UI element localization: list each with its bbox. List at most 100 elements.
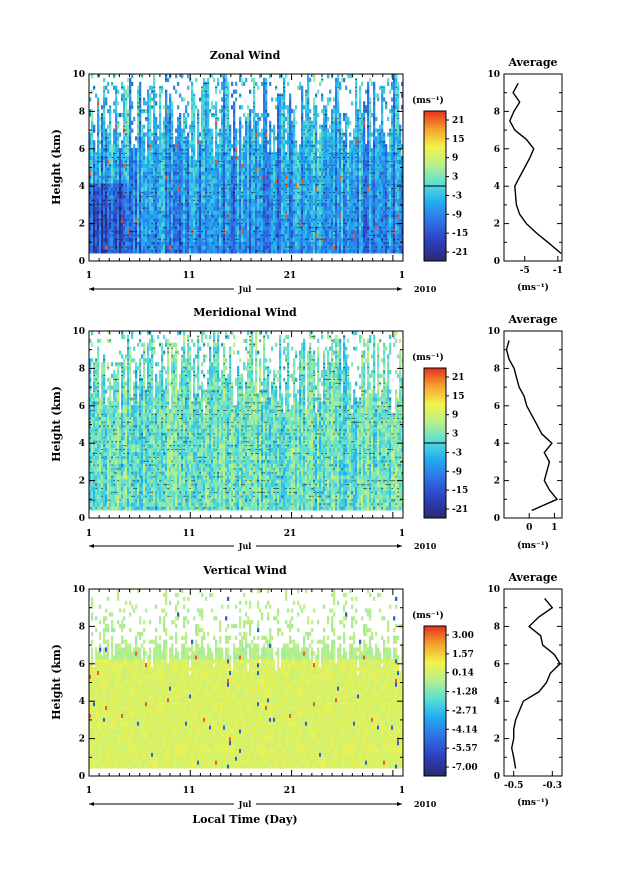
heatmap-cell <box>205 113 207 117</box>
heatmap-cell <box>183 175 185 179</box>
heatmap-cell <box>295 171 297 175</box>
heatmap-cell <box>167 179 169 183</box>
contour-dot <box>256 157 257 158</box>
heatmap-cell <box>125 218 127 222</box>
heatmap-cell <box>119 183 121 187</box>
heatmap-cell <box>157 210 159 214</box>
heatmap-cell <box>207 90 209 94</box>
heatmap-cell <box>199 140 201 144</box>
heatmap-cell <box>107 144 109 148</box>
heatmap-cell <box>163 187 165 191</box>
heatmap-cell <box>281 148 283 152</box>
contour-dot <box>108 250 109 251</box>
contour-dot <box>200 212 201 213</box>
heatmap-cell <box>157 249 159 253</box>
contour-dot <box>270 153 271 154</box>
contour-dot <box>204 83 205 84</box>
heatmap-cell <box>191 125 193 129</box>
heatmap-cell <box>149 249 151 253</box>
heatmap-cell <box>147 101 149 105</box>
heatmap-cell <box>103 168 105 172</box>
heatmap-cell <box>285 164 287 168</box>
heatmap-cell <box>263 152 265 156</box>
heatmap-cell <box>295 156 297 160</box>
heatmap-cell <box>139 140 141 144</box>
heatmap-cell <box>185 249 187 253</box>
heatmap-cell <box>293 203 295 207</box>
heatmap-cell <box>231 242 233 246</box>
contour-dot <box>228 223 229 224</box>
heatmap-cell <box>227 90 229 94</box>
contour-dot <box>150 149 151 150</box>
contour-dot <box>314 126 315 127</box>
heatmap-cell <box>131 82 133 86</box>
heatmap-cell <box>129 117 131 121</box>
heatmap-cell <box>121 160 123 164</box>
heatmap-cell <box>311 175 313 179</box>
heatmap-cell <box>161 156 163 160</box>
heatmap-cell <box>193 218 195 222</box>
heatmap-cell <box>133 249 135 253</box>
heatmap-cell <box>147 140 149 144</box>
heatmap-cell <box>287 132 289 136</box>
heatmap-cell <box>203 78 205 82</box>
contour-dot <box>176 250 177 251</box>
heatmap-cell <box>215 156 217 160</box>
contour-dot <box>250 215 251 216</box>
heatmap-cell <box>201 175 203 179</box>
heatmap-cell <box>189 214 191 218</box>
heatmap-cell <box>247 148 249 152</box>
heatmap-cell <box>269 136 271 140</box>
heatmap-cell <box>235 195 237 199</box>
heatmap-cell <box>287 129 289 133</box>
heatmap-cell <box>269 168 271 172</box>
heatmap-cell <box>175 171 177 175</box>
heatmap-cell <box>301 245 303 249</box>
contour-dot <box>228 145 229 146</box>
heatmap-cell <box>145 249 147 253</box>
heatmap-cell <box>99 164 101 168</box>
heatmap-cell <box>215 191 217 195</box>
heatmap-cell <box>119 164 121 168</box>
heatmap-cell <box>203 234 205 238</box>
heatmap-cell <box>223 168 225 172</box>
heatmap-cell <box>313 199 315 203</box>
heatmap-cell <box>199 230 201 234</box>
heatmap-cell <box>101 214 103 218</box>
heatmap-cell <box>279 97 281 101</box>
contour-dot <box>104 106 105 107</box>
heatmap-cell <box>101 187 103 191</box>
heatmap-cell <box>283 210 285 214</box>
contour-dot <box>134 188 135 189</box>
heatmap-cell <box>97 175 99 179</box>
heatmap-cell <box>127 140 129 144</box>
contour-dot <box>158 243 159 244</box>
heatmap-cell <box>277 148 279 152</box>
heatmap-cell <box>257 206 259 210</box>
heatmap-cell <box>129 113 131 117</box>
heatmap-cell <box>171 105 173 109</box>
heatmap-cell <box>183 183 185 187</box>
heatmap-cell <box>315 218 317 222</box>
heatmap-cell <box>205 199 207 203</box>
heatmap-cell <box>301 109 303 113</box>
heatmap-cell <box>137 148 139 152</box>
heatmap-cell <box>149 121 151 125</box>
heatmap-cell <box>167 171 169 175</box>
heatmap-cell <box>287 210 289 214</box>
contour-dot <box>92 250 93 251</box>
contour-dot <box>196 212 197 213</box>
heatmap-cell <box>285 249 287 253</box>
heatmap-cell <box>217 234 219 238</box>
contour-dot <box>212 114 213 115</box>
heatmap-cell <box>317 210 319 214</box>
heatmap-cell <box>185 242 187 246</box>
heatmap-cell <box>261 160 263 164</box>
heatmap-cell <box>271 191 273 195</box>
heatmap-cell <box>115 242 117 246</box>
heatmap-cell <box>315 125 317 129</box>
heatmap-cell <box>277 249 279 253</box>
heatmap-cell <box>179 171 181 175</box>
heatmap-cell <box>123 199 125 203</box>
heatmap-cell <box>137 226 139 230</box>
